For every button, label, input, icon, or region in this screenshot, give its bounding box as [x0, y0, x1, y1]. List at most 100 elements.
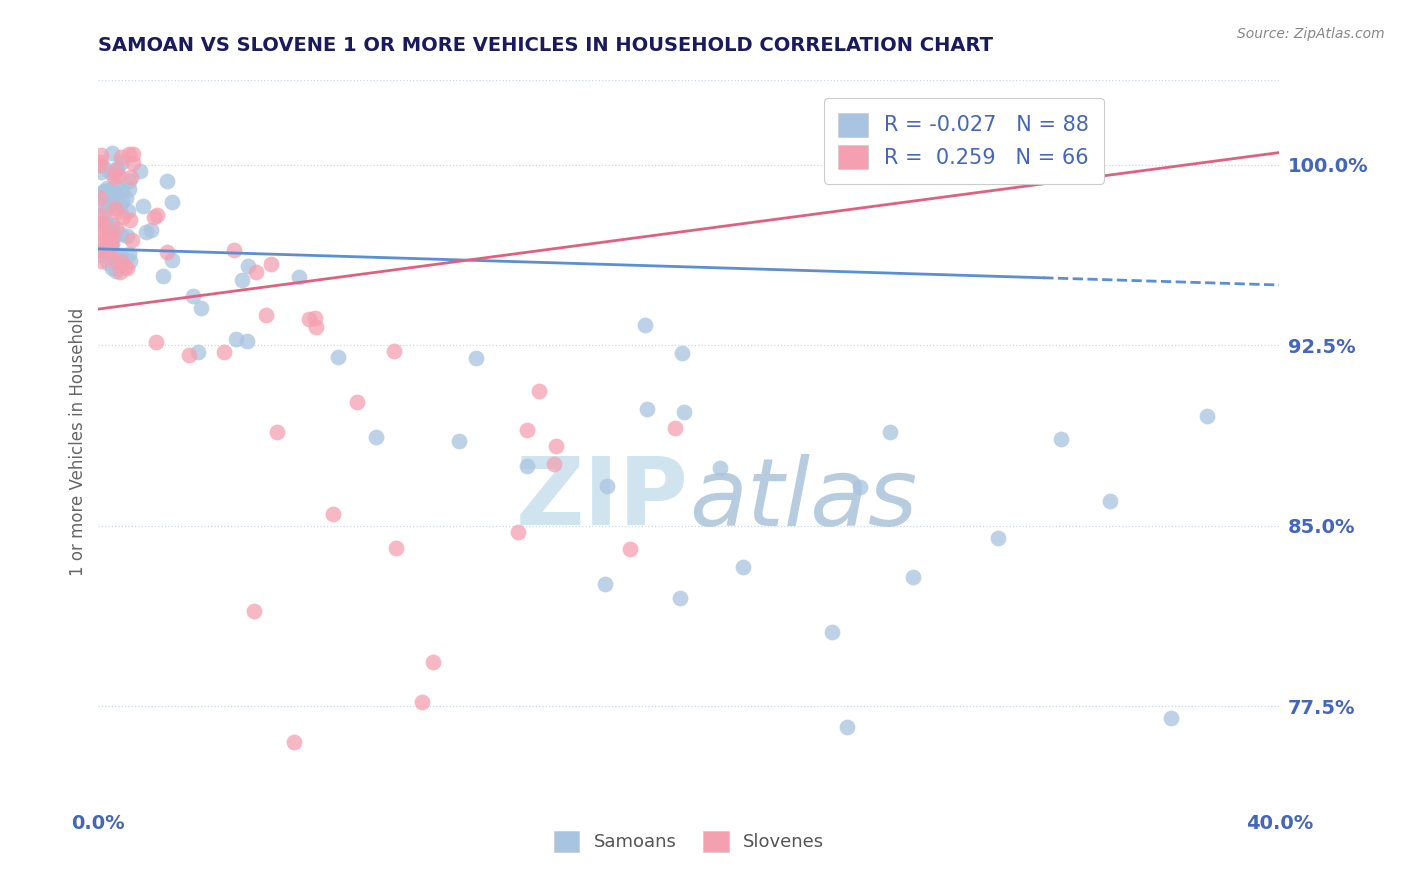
Point — [544, 439, 567, 453]
Point — [135, 225, 157, 239]
Point — [231, 273, 253, 287]
Point — [117, 204, 139, 219]
Point — [304, 310, 326, 325]
Point — [103, 185, 125, 199]
Point — [110, 199, 132, 213]
Point — [121, 233, 143, 247]
Point — [634, 318, 657, 333]
Point — [669, 591, 692, 605]
Point — [236, 260, 259, 274]
Point — [283, 735, 305, 749]
Point — [90, 254, 112, 268]
Point — [1098, 494, 1121, 508]
Point — [187, 345, 209, 359]
Point — [104, 255, 127, 269]
Point — [90, 248, 112, 262]
Point — [105, 264, 128, 278]
Point — [98, 227, 121, 242]
Point — [225, 332, 247, 346]
Point — [97, 256, 120, 270]
Point — [103, 169, 125, 184]
Point — [93, 184, 115, 198]
Point — [155, 174, 177, 188]
Point — [465, 351, 488, 365]
Point — [346, 395, 368, 409]
Point — [177, 348, 200, 362]
Point — [97, 227, 120, 242]
Point — [121, 155, 143, 169]
Point — [236, 334, 259, 348]
Point — [101, 223, 124, 237]
Point — [110, 254, 132, 268]
Point — [449, 434, 471, 449]
Point — [837, 720, 859, 734]
Point — [122, 146, 145, 161]
Point — [111, 194, 134, 209]
Point — [120, 169, 142, 184]
Point — [97, 236, 120, 251]
Point — [111, 154, 134, 169]
Point — [89, 237, 111, 252]
Point — [112, 211, 135, 225]
Point — [636, 402, 658, 417]
Point — [254, 308, 277, 322]
Point — [91, 159, 114, 173]
Point — [100, 146, 122, 161]
Point — [422, 655, 444, 669]
Point — [96, 181, 118, 195]
Text: SAMOAN VS SLOVENE 1 OR MORE VEHICLES IN HOUSEHOLD CORRELATION CHART: SAMOAN VS SLOVENE 1 OR MORE VEHICLES IN … — [98, 36, 994, 54]
Point — [90, 186, 112, 201]
Point — [128, 164, 150, 178]
Point — [96, 216, 118, 230]
Point — [222, 244, 245, 258]
Point — [91, 190, 114, 204]
Y-axis label: 1 or more Vehicles in Household: 1 or more Vehicles in Household — [69, 308, 87, 575]
Point — [100, 197, 122, 211]
Point — [110, 227, 132, 242]
Point — [103, 201, 125, 215]
Point — [619, 541, 641, 556]
Point — [105, 220, 128, 235]
Point — [260, 257, 283, 271]
Point — [132, 199, 155, 213]
Point — [731, 560, 754, 574]
Point — [162, 195, 183, 210]
Point — [118, 174, 141, 188]
Point — [96, 219, 118, 233]
Point — [162, 253, 183, 268]
Point — [593, 577, 616, 591]
Point — [100, 186, 122, 200]
Point — [89, 243, 111, 257]
Point — [114, 191, 136, 205]
Point — [115, 260, 138, 275]
Point — [903, 570, 925, 584]
Point — [516, 423, 538, 437]
Point — [152, 268, 174, 283]
Point — [100, 236, 122, 251]
Point — [96, 218, 118, 232]
Point — [156, 245, 179, 260]
Point — [105, 163, 128, 178]
Point — [326, 351, 349, 365]
Text: Source: ZipAtlas.com: Source: ZipAtlas.com — [1237, 27, 1385, 41]
Point — [879, 425, 901, 439]
Point — [118, 247, 141, 261]
Point — [266, 425, 288, 439]
Point — [104, 250, 127, 264]
Point — [364, 430, 387, 444]
Point — [98, 183, 121, 197]
Point — [508, 524, 530, 539]
Point — [94, 204, 117, 219]
Point — [98, 164, 121, 178]
Point — [90, 164, 112, 178]
Point — [709, 461, 731, 475]
Point — [245, 265, 267, 279]
Point — [104, 164, 127, 178]
Point — [145, 334, 167, 349]
Point — [1049, 433, 1071, 447]
Point — [821, 625, 844, 640]
Point — [115, 229, 138, 244]
Point — [105, 161, 128, 175]
Point — [100, 229, 122, 244]
Point — [664, 420, 686, 434]
